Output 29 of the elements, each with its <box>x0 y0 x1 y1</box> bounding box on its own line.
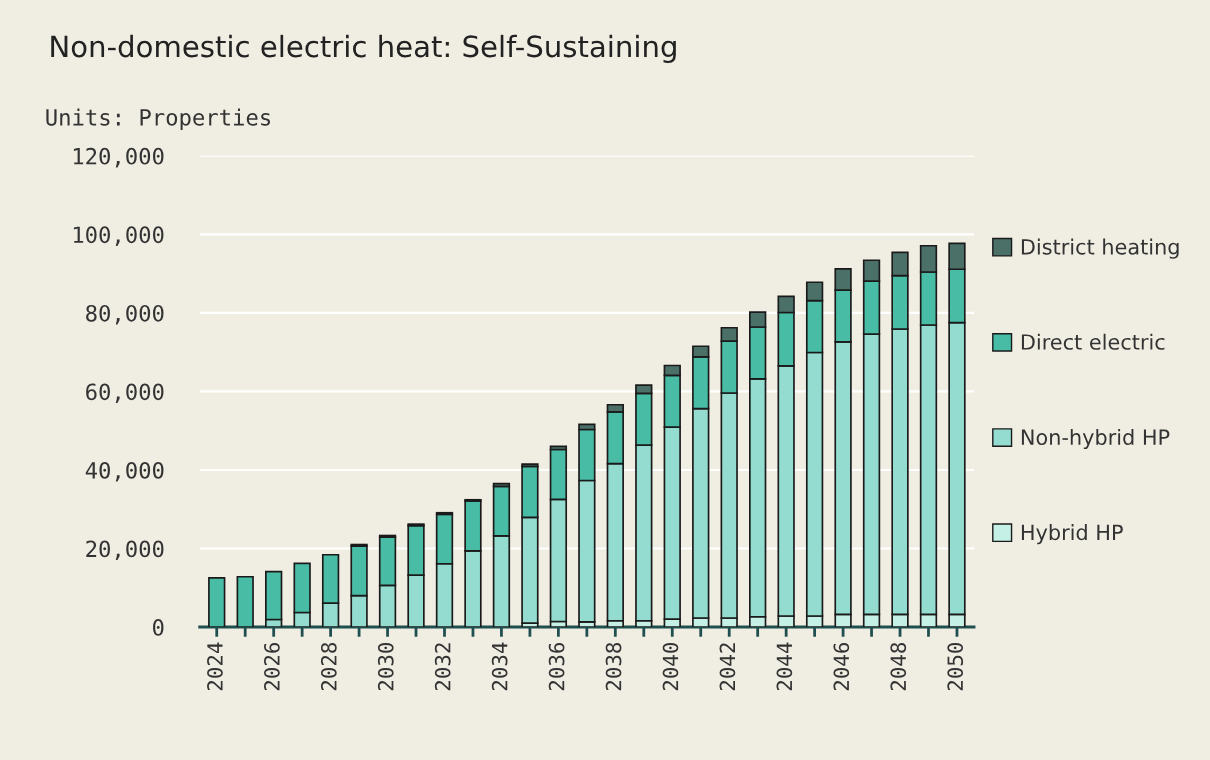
bar <box>236 575 254 627</box>
x-tick-label: 2028 <box>320 642 337 691</box>
y-tick-label: 60,000 <box>86 383 164 404</box>
x-tick-label: 2048 <box>890 642 907 691</box>
y-tick-label: 0 <box>152 619 164 636</box>
x-tick-label: 2046 <box>833 642 850 691</box>
legend-label: Direct electric <box>1021 333 1165 350</box>
y-tick-label: 40,000 <box>85 461 164 482</box>
chart-subtitle: Units: Properties <box>46 108 271 131</box>
x-tick-label: 2040 <box>662 642 679 691</box>
y-tick-label: 100,000 <box>73 226 164 246</box>
legend-label: Non-hybrid HP <box>1021 428 1170 450</box>
x-tick-label: 2032 <box>434 643 451 691</box>
x-tick-label: 2026 <box>264 642 280 691</box>
x-tick-label: 2038 <box>605 642 622 691</box>
bar <box>208 577 226 627</box>
x-tick-label: 2030 <box>377 642 394 691</box>
x-tick-label: 2050 <box>947 642 964 691</box>
legend-label: Hybrid HP <box>1021 524 1123 545</box>
x-tick-label: 2042 <box>719 643 736 691</box>
chart-title: Non-domestic electric heat: Self-Sustaining <box>51 34 676 64</box>
legend-label: District heating <box>1021 238 1179 259</box>
y-tick-label: 120,000 <box>73 147 164 168</box>
x-tick-label: 2044 <box>776 642 793 691</box>
x-tick-label: 2036 <box>548 642 565 691</box>
x-tick-label: 2024 <box>207 642 223 691</box>
y-tick-label: 20,000 <box>86 540 164 561</box>
x-tick-label: 2034 <box>491 642 508 691</box>
y-tick-label: 80,000 <box>86 304 164 325</box>
